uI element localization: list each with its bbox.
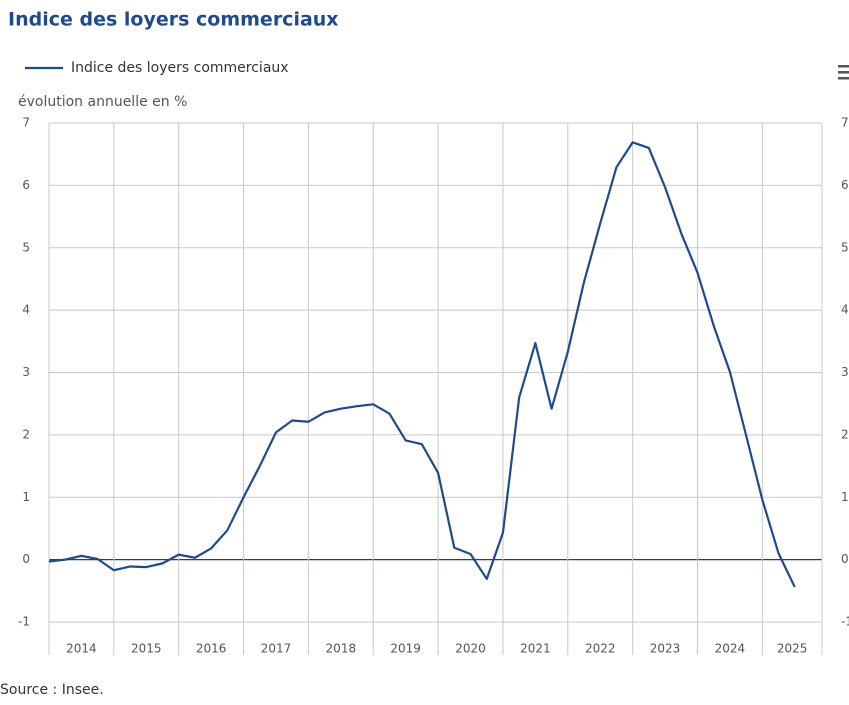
y-tick-label: 6 (22, 178, 30, 192)
menu-bar[interactable] (838, 77, 849, 80)
y-tick-label: 3 (22, 365, 30, 379)
y2-tick-label: 1 (841, 490, 849, 504)
data-line (48, 141, 796, 588)
y2-tick-label: 3 (841, 365, 849, 379)
x-tick-label: 2023 (650, 642, 681, 656)
y2-tick-label: 4 (841, 303, 849, 317)
x-tick-label: 2017 (261, 642, 292, 656)
x-tick-label: 2019 (390, 642, 421, 656)
x-tick-label: 2014 (66, 642, 97, 656)
y2-tick-label: 0 (841, 552, 849, 566)
x-tick-label: 2018 (326, 642, 357, 656)
x-tick-label: 2015 (131, 642, 162, 656)
chart-title: Indice des loyers commerciaux (8, 9, 339, 31)
x-tick-label: 2021 (520, 642, 551, 656)
y-tick-label: 4 (22, 303, 30, 317)
x-tick-label: 2022 (585, 642, 616, 656)
y2-tick-label: 6 (841, 178, 849, 192)
y-tick-label: 5 (22, 240, 30, 254)
y-tick-label: 7 (22, 116, 30, 130)
y2-tick-label: -1 (841, 615, 849, 629)
x-tick-label: 2016 (196, 642, 227, 656)
menu-icon[interactable] (838, 65, 849, 80)
y-tick-label: 1 (22, 490, 30, 504)
legend-label: Indice des loyers commerciaux (71, 60, 289, 76)
y-tick-label: 0 (22, 552, 30, 566)
x-tick-label: 2025 (777, 642, 808, 656)
y-tick-label: -1 (18, 615, 30, 629)
y2-tick-label: 2 (841, 427, 849, 441)
y-axis-label: évolution annuelle en % (18, 94, 187, 110)
y2-tick-label: 5 (841, 240, 849, 254)
x-tick-label: 2024 (715, 642, 746, 656)
y-tick-label: 2 (22, 427, 30, 441)
source: Source : Insee. (0, 682, 104, 698)
menu-bar[interactable] (838, 65, 849, 68)
y2-tick-label: 7 (841, 116, 849, 130)
x-tick-label: 2020 (455, 642, 486, 656)
menu-bar[interactable] (838, 71, 849, 74)
